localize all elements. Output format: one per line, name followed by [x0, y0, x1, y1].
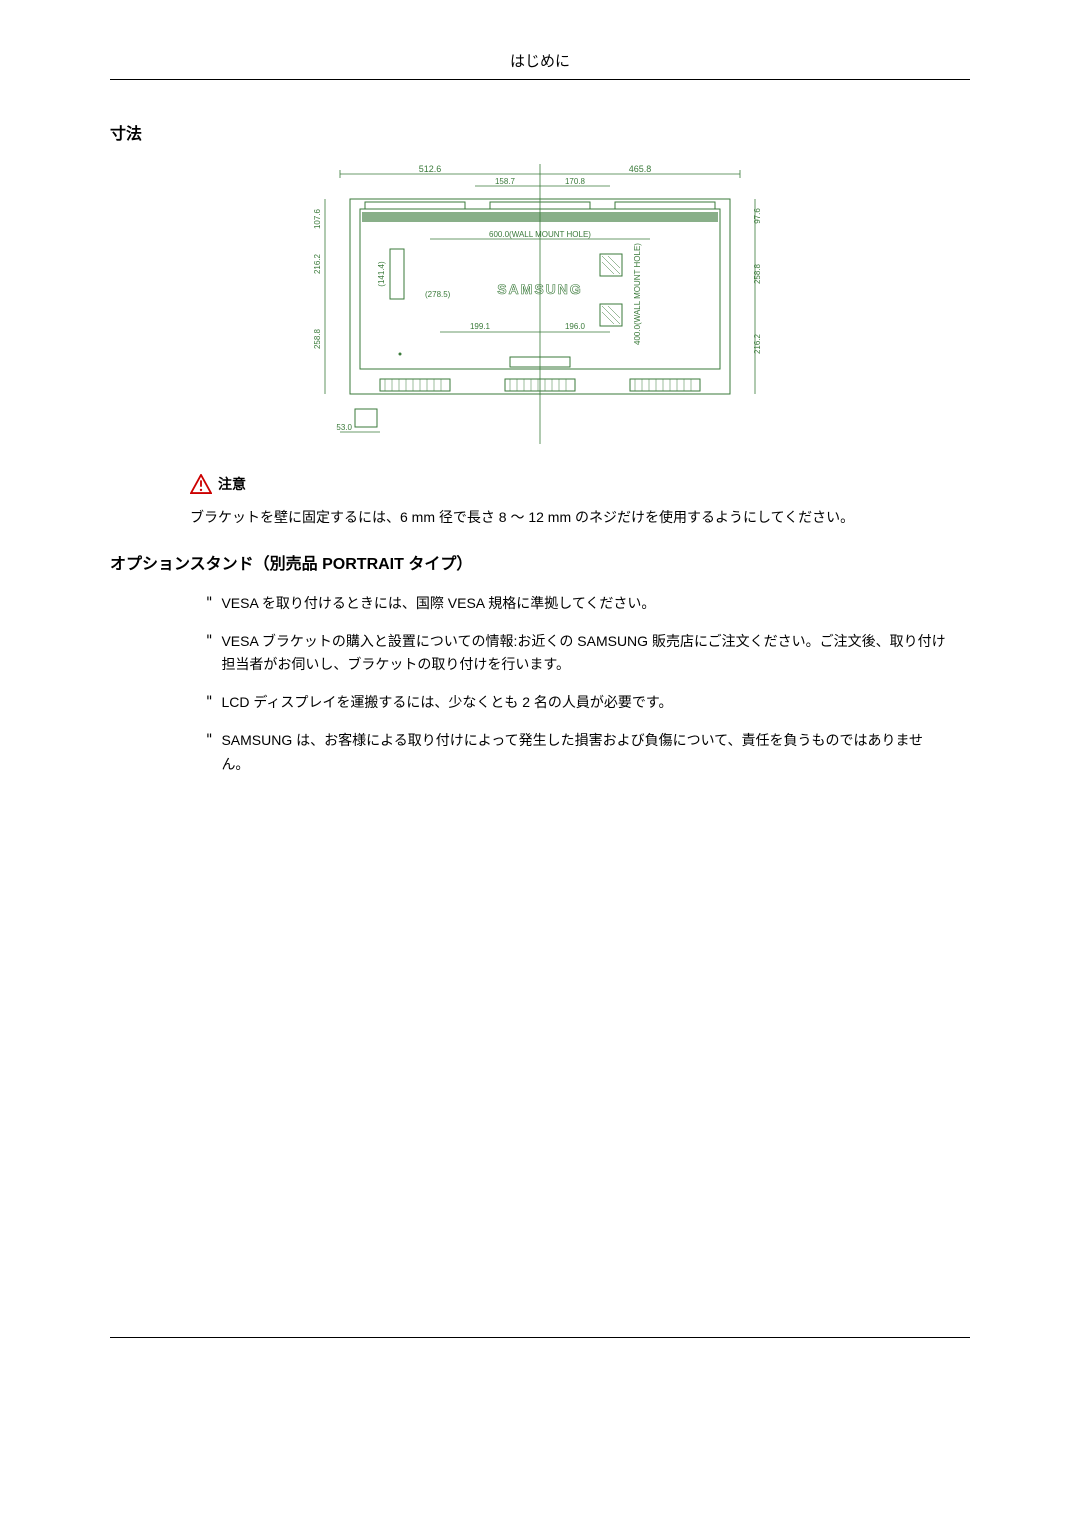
- section-dimensions-title: 寸法: [110, 120, 970, 144]
- dim-footer: 53.0: [336, 423, 352, 432]
- bullet-marker: ": [205, 691, 213, 715]
- dim-inner-w: (278.5): [425, 290, 451, 299]
- dim-top-inner-left: 158.7: [495, 177, 516, 186]
- page-header: はじめに: [110, 50, 970, 80]
- dim-top-left: 512.6: [419, 164, 442, 174]
- header-title: はじめに: [510, 53, 570, 70]
- dimension-diagram: 512.6 465.8 158.7 170.8 600.0(W: [280, 164, 800, 444]
- list-item: " SAMSUNG は、お客様による取り付けによって発生した損害および負傷につい…: [205, 729, 950, 777]
- list-item: " LCD ディスプレイを運搬するには、少なくとも 2 名の人員が必要です。: [205, 691, 950, 715]
- dim-right-lower: 216.2: [753, 333, 762, 354]
- section-option-stand-title: オプションスタンド（別売品 PORTRAIT タイプ）: [110, 550, 970, 574]
- bullet-marker: ": [205, 630, 213, 678]
- notice-header: 注意: [190, 474, 950, 494]
- notice-label: 注意: [218, 474, 246, 494]
- bullet-list: " VESA を取り付けるときには、国際 VESA 規格に準拠してください。 "…: [205, 592, 950, 777]
- dim-bottom-left: 199.1: [470, 322, 491, 331]
- bullet-marker: ": [205, 729, 213, 777]
- bullet-marker: ": [205, 592, 213, 616]
- warning-icon: [190, 474, 212, 494]
- list-item: " VESA を取り付けるときには、国際 VESA 規格に準拠してください。: [205, 592, 950, 616]
- dim-top-right: 465.8: [629, 164, 652, 174]
- bullet-text: VESA を取り付けるときには、国際 VESA 規格に準拠してください。: [221, 592, 950, 616]
- dim-left-upper: 107.6: [313, 208, 322, 229]
- notice-block: 注意 ブラケットを壁に固定するには、6 mm 径で長さ 8 ～ 12 mm のネ…: [190, 474, 950, 530]
- dim-bottom-right: 196.0: [565, 322, 586, 331]
- mount-holes: [600, 254, 622, 326]
- dim-right-mid: 258.8: [753, 263, 762, 284]
- bullet-text: SAMSUNG は、お客様による取り付けによって発生した損害および負傷について、…: [221, 729, 950, 777]
- bullet-text: VESA ブラケットの購入と設置についての情報:お近くの SAMSUNG 販売店…: [221, 630, 950, 678]
- dim-left-lower: 258.8: [313, 328, 322, 349]
- diagram-container: 512.6 465.8 158.7 170.8 600.0(W: [110, 164, 970, 444]
- list-item: " VESA ブラケットの購入と設置についての情報:お近くの SAMSUNG 販…: [205, 630, 950, 678]
- footer-rule: [110, 1337, 970, 1338]
- notice-text: ブラケットを壁に固定するには、6 mm 径で長さ 8 ～ 12 mm のネジだけ…: [190, 506, 950, 530]
- dim-right-upper: 97.6: [753, 208, 762, 224]
- bullet-text: LCD ディスプレイを運搬するには、少なくとも 2 名の人員が必要です。: [221, 691, 950, 715]
- samsung-logo: SAMSUNG: [497, 281, 583, 297]
- dim-inner-h: (141.4): [377, 261, 386, 287]
- dim-top-inner-right: 170.8: [565, 177, 586, 186]
- dim-left-mid: 216.2: [313, 253, 322, 274]
- dim-mount-vlabel: 400.0(WALL MOUNT HOLE): [633, 243, 642, 345]
- dim-mount-label: 600.0(WALL MOUNT HOLE): [489, 230, 591, 239]
